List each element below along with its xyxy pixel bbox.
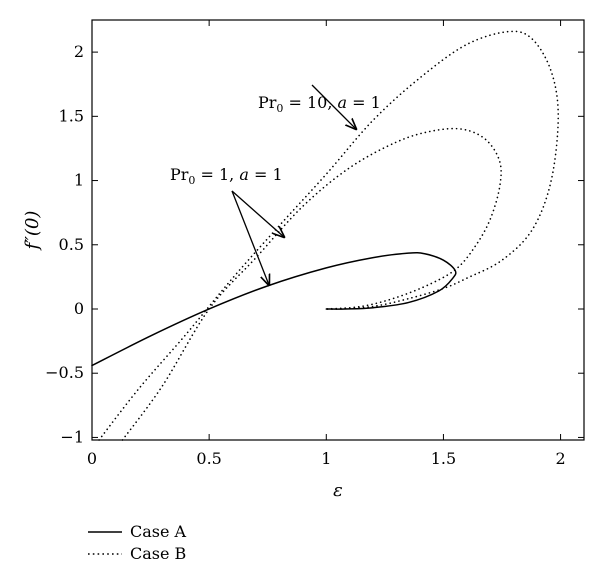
y-tick-label: −1 (60, 427, 84, 446)
annotation-arrow-pr10 (311, 84, 356, 129)
series-line-case-b-2 (121, 127, 502, 441)
legend-case-b-label: Case B (130, 544, 186, 563)
x-tick-label: 2 (555, 449, 565, 468)
x-tick-label: 0 (87, 449, 97, 468)
series-line-case-a (91, 251, 457, 367)
x-tick-label: 1 (321, 449, 331, 468)
x-tick-label: 0.5 (196, 449, 221, 468)
tick-marks: 0 0.5 1 1.5 2 −1 −0.5 0 0.5 1 1.5 2 (45, 20, 584, 468)
x-axis-title: ε (333, 480, 343, 501)
annotation-group: Pr0 = 10, a = 1 Pr0 = 1, a = 1 (170, 84, 381, 285)
legend: Case A Case B (88, 522, 187, 563)
plot-frame (91, 19, 585, 441)
y-tick-label: 1.5 (59, 106, 84, 125)
y-tick-label: −0.5 (45, 363, 84, 382)
annotation-pr1: Pr0 = 1, a = 1 (170, 165, 283, 187)
y-tick-label: 1 (74, 171, 84, 190)
y-tick-label: 2 (74, 42, 84, 61)
y-tick-label: 0 (74, 299, 84, 318)
legend-case-a-label: Case A (130, 522, 187, 541)
y-axis-title: f″(0) (22, 211, 43, 252)
series-group (91, 30, 560, 441)
y-tick-label: 0.5 (59, 235, 84, 254)
annotation-pr10: Pr0 = 10, a = 1 (258, 93, 381, 115)
annotation-arrow-pr1-case-b (231, 190, 284, 237)
x-tick-label: 1.5 (431, 449, 456, 468)
annotation-arrow-pr1-case-a (231, 190, 269, 285)
